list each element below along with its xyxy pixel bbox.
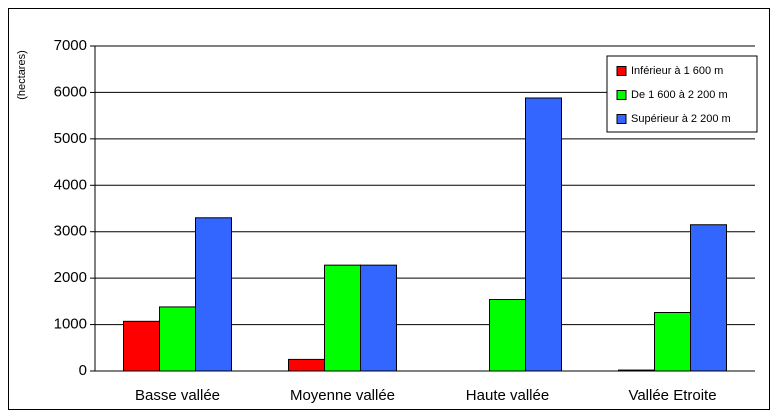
- legend-swatch: [616, 114, 627, 124]
- bar: [525, 97, 562, 372]
- bar: [324, 264, 361, 372]
- bar: [489, 299, 526, 372]
- y-tick-label: 2000: [54, 269, 87, 286]
- y-tick-label: 0: [79, 362, 87, 379]
- x-tick-label: Haute vallée: [466, 387, 549, 404]
- legend-box: [606, 55, 758, 133]
- y-tick-label: 5000: [54, 130, 87, 147]
- y-tick-label: 4000: [54, 176, 87, 193]
- x-tick-label: Vallée Etroite: [628, 387, 716, 404]
- bar: [195, 217, 232, 372]
- bar: [159, 306, 196, 372]
- y-tick-label: 1000: [54, 316, 87, 333]
- legend-swatch: [616, 66, 627, 76]
- y-tick-label: 3000: [54, 223, 87, 240]
- x-tick-label: Moyenne vallée: [290, 387, 395, 404]
- bar: [654, 312, 691, 372]
- bar: [690, 224, 727, 372]
- y-axis-label: (hectares): [16, 50, 28, 100]
- legend-swatch: [616, 90, 627, 100]
- legend-label: Supérieur à 2 200 m: [631, 113, 731, 125]
- legend-label: Inférieur à 1 600 m: [631, 65, 723, 77]
- bar: [288, 358, 325, 372]
- y-tick-label: 7000: [54, 37, 87, 54]
- x-tick-label: Basse vallée: [135, 387, 220, 404]
- bar: [360, 264, 397, 372]
- bar: [123, 320, 160, 372]
- y-tick-label: 6000: [54, 83, 87, 100]
- legend-label: De 1 600 à 2 200 m: [631, 89, 728, 101]
